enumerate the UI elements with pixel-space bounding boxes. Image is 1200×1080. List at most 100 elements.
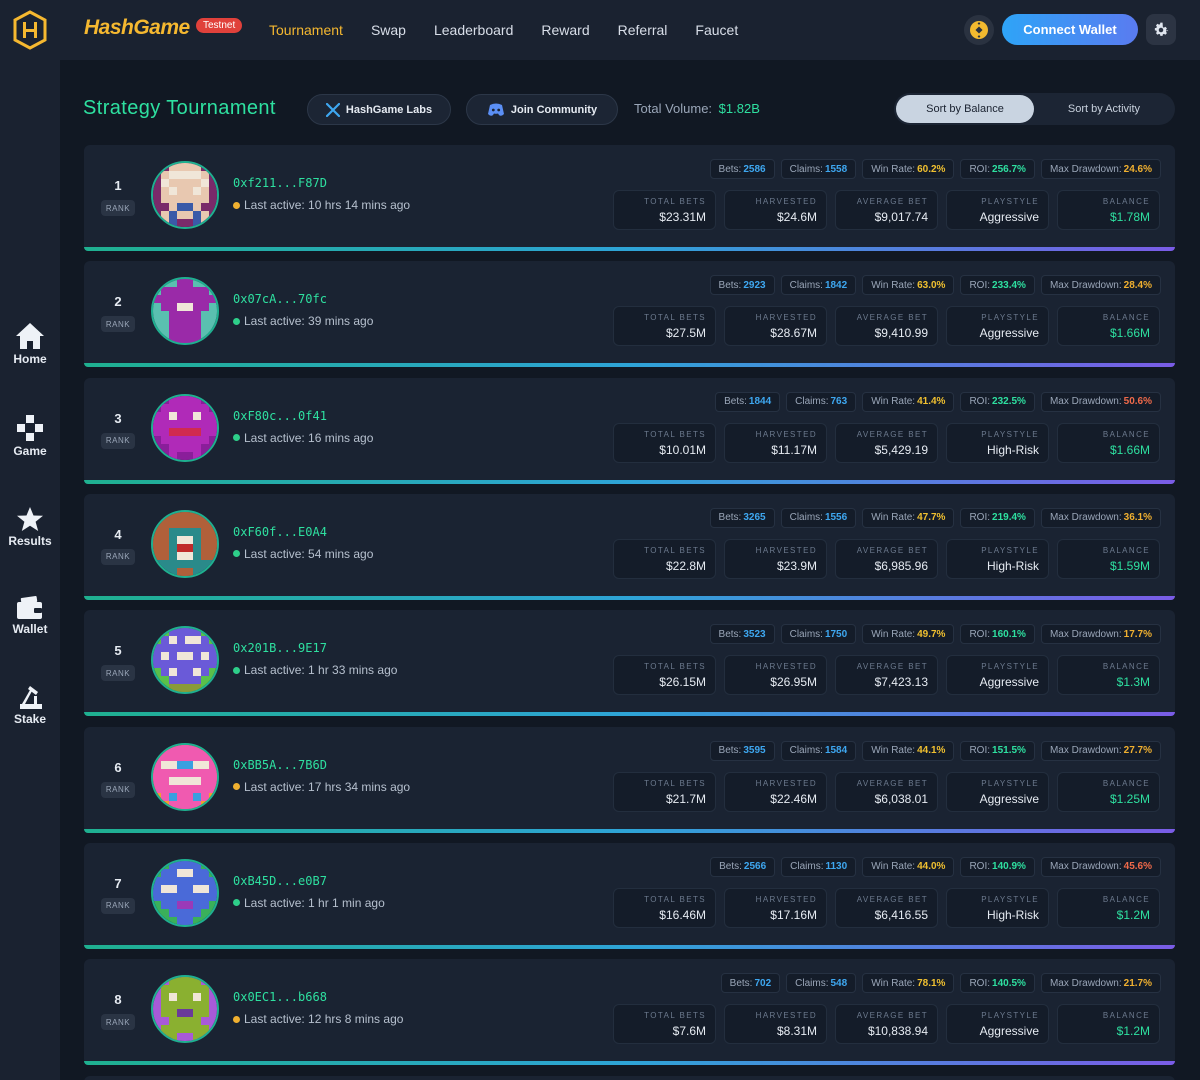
hashgame-labs-button[interactable]: HashGame Labs bbox=[307, 94, 451, 125]
chip-label: Bets: bbox=[718, 512, 742, 524]
chip-roi: ROI: 160.1% bbox=[960, 624, 1035, 645]
stat-value: $1.2M bbox=[1116, 907, 1150, 922]
rank-number: 3 bbox=[114, 410, 122, 426]
nav-item-tournament[interactable]: Tournament bbox=[269, 22, 343, 38]
leaderboard-card[interactable]: 5 RANK 0x201B...9E17 Last active: 1 hr 3… bbox=[84, 610, 1175, 717]
stat-label: PLAYSTYLE bbox=[981, 662, 1039, 672]
bnb-network-button[interactable] bbox=[964, 15, 994, 45]
avatar[interactable] bbox=[151, 161, 219, 229]
settings-button[interactable] bbox=[1146, 14, 1176, 45]
nav-item-faucet[interactable]: Faucet bbox=[695, 22, 739, 38]
status-dot-icon bbox=[233, 550, 240, 558]
avatar[interactable] bbox=[151, 742, 219, 811]
leaderboard-card[interactable]: 8 RANK 0x0EC1...b668 Last active: 12 hrs… bbox=[84, 959, 1175, 1066]
sort-by-balance-button[interactable]: Sort by Balance bbox=[896, 95, 1034, 123]
last-active-text: Last active: 54 mins ago bbox=[244, 546, 374, 561]
chip-label: Max Drawdown: bbox=[1049, 396, 1122, 408]
chip-bets: Bets: 3265 bbox=[709, 507, 775, 528]
stat-harvested: HARVESTED $8.31M bbox=[724, 1004, 827, 1045]
chip-label: Win Rate: bbox=[871, 861, 916, 873]
hashgame-logo-icon[interactable] bbox=[12, 10, 48, 50]
wallet-address[interactable]: 0xBB5A...7B6D bbox=[233, 757, 327, 772]
chip-claims: Claims: 1750 bbox=[780, 624, 857, 645]
stat-label: AVERAGE BET bbox=[856, 1011, 928, 1021]
last-active: Last active: 12 hrs 8 mins ago bbox=[233, 1012, 403, 1026]
nav-item-referral[interactable]: Referral bbox=[617, 22, 668, 38]
stat-value: $28.67M bbox=[770, 326, 817, 341]
last-active: Last active: 1 hr 33 mins ago bbox=[233, 663, 397, 677]
leaderboard-card[interactable]: 6 RANK 0xBB5A...7B6D Last active: 17 hrs… bbox=[84, 726, 1175, 833]
sidebar-item-game[interactable]: Game bbox=[0, 414, 60, 458]
sidebar-item-home[interactable]: Home bbox=[0, 322, 60, 366]
join-community-button[interactable]: Join Community bbox=[466, 94, 618, 125]
last-active: Last active: 54 mins ago bbox=[233, 547, 373, 561]
chip-value: 21.7% bbox=[1123, 977, 1152, 989]
stat-label: HARVESTED bbox=[755, 545, 817, 555]
stat-value: $1.59M bbox=[1109, 558, 1150, 573]
nav-item-reward[interactable]: Reward bbox=[541, 22, 590, 38]
chip-value: 151.5% bbox=[992, 745, 1026, 756]
sidebar-item-label: Home bbox=[13, 352, 47, 366]
chip-label: Claims: bbox=[789, 163, 823, 175]
wallet-address[interactable]: 0xf211...F87D bbox=[233, 176, 327, 190]
rank-number: 8 bbox=[114, 992, 122, 1008]
leaderboard-card[interactable]: 3 RANK 0xF80c...0f41 Last active: 16 min… bbox=[84, 377, 1175, 484]
card-gradient-bar bbox=[84, 595, 1175, 600]
stat-value: $24.6M bbox=[776, 210, 817, 224]
sidebar-item-results[interactable]: Results bbox=[0, 506, 60, 548]
last-active-text: Last active: 1 hr 1 min ago bbox=[244, 895, 385, 910]
leaderboard-card[interactable]: 2 RANK 0x07cA...70fc Last active: 39 min… bbox=[84, 261, 1175, 368]
chip-win-rate: Win Rate: 44.1% bbox=[862, 740, 955, 761]
chip-label: Bets: bbox=[718, 628, 742, 640]
chip-value: 2923 bbox=[743, 279, 766, 291]
leaderboard-card[interactable]: 1 RANK 0xf211...F87D Last active: 10 hrs… bbox=[84, 145, 1175, 251]
stat-average-bet: AVERAGE BET $9,410.99 bbox=[835, 306, 938, 347]
wallet-address[interactable]: 0x201B...9E17 bbox=[233, 641, 327, 656]
sort-by-activity-button[interactable]: Sort by Activity bbox=[1067, 103, 1141, 115]
connect-wallet-button[interactable]: Connect Wallet bbox=[1002, 14, 1138, 45]
avatar[interactable] bbox=[151, 626, 219, 695]
stat-label: TOTAL BETS bbox=[644, 197, 706, 206]
wallet-address[interactable]: 0xF60f...E0A4 bbox=[233, 524, 327, 539]
card-gradient-bar bbox=[84, 828, 1175, 833]
wallet-address[interactable]: 0xF80c...0f41 bbox=[233, 408, 327, 423]
wallet-address[interactable]: 0xB45D...e0B7 bbox=[233, 873, 327, 888]
chip-value: 763 bbox=[830, 396, 848, 408]
sidebar-item-wallet[interactable]: Wallet bbox=[0, 596, 60, 636]
stat-label: AVERAGE BET bbox=[856, 197, 928, 206]
avatar[interactable] bbox=[151, 975, 219, 1044]
stat-value: $23.31M bbox=[659, 210, 706, 224]
stat-average-bet: AVERAGE BET $7,423.13 bbox=[835, 655, 938, 696]
chip-value: 1130 bbox=[825, 861, 848, 873]
last-active-text: Last active: 16 mins ago bbox=[244, 430, 374, 445]
brand-name[interactable]: HashGame bbox=[84, 16, 190, 39]
avatar[interactable] bbox=[151, 509, 219, 578]
chip-value: 1750 bbox=[824, 628, 848, 640]
wallet-address[interactable]: 0x07cA...70fc bbox=[233, 292, 327, 307]
stat-label: PLAYSTYLE bbox=[981, 545, 1039, 555]
chip-max-drawdown: Max Drawdown: 36.1% bbox=[1040, 507, 1161, 528]
chip-value: 2566 bbox=[743, 861, 767, 873]
nav-item-swap[interactable]: Swap bbox=[370, 22, 406, 38]
stat-label: BALANCE bbox=[1102, 662, 1150, 672]
top-bar: HashGame Testnet Tournament Swap Leaderboa… bbox=[0, 0, 1200, 60]
stat-playstyle: PLAYSTYLE Aggressive bbox=[946, 306, 1049, 347]
status-dot-icon bbox=[233, 899, 240, 907]
wallet-address[interactable]: 0x0EC1...b668 bbox=[233, 990, 327, 1005]
leaderboard-card[interactable]: 4 RANK 0xF60f...E0A4 Last active: 54 min… bbox=[84, 493, 1175, 600]
avatar[interactable] bbox=[151, 277, 219, 346]
avatar[interactable] bbox=[151, 858, 219, 927]
sidebar-item-stake[interactable]: Stake bbox=[0, 684, 60, 726]
leaderboard-card[interactable]: 7 RANK 0xB45D...e0B7 Last active: 1 hr 1… bbox=[84, 842, 1175, 949]
hashgame-labs-label: HashGame Labs bbox=[345, 103, 433, 116]
stat-value: $1.78M bbox=[1109, 210, 1150, 224]
chip-label: Bets: bbox=[718, 163, 742, 175]
stat-value: $1.66M bbox=[1109, 442, 1150, 457]
stat-average-bet: AVERAGE BET $6,985.96 bbox=[835, 538, 938, 579]
sidebar-item-label: Results bbox=[8, 534, 52, 548]
stat-playstyle: PLAYSTYLE Aggressive bbox=[946, 771, 1049, 812]
nav-item-leaderboard[interactable]: Leaderboard bbox=[433, 22, 514, 38]
avatar[interactable] bbox=[151, 393, 219, 462]
star-icon bbox=[17, 507, 43, 531]
stat-label: HARVESTED bbox=[755, 313, 817, 323]
